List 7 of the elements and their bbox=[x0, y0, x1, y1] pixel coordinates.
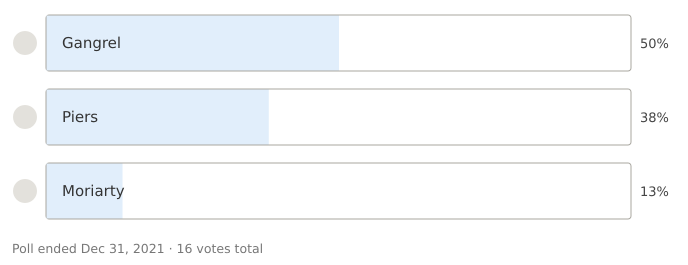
y-tick-label: Piers bbox=[62, 108, 98, 126]
data-label: 13% bbox=[640, 185, 669, 200]
y-tick-label: Moriarty bbox=[62, 182, 125, 200]
data-label: 38% bbox=[640, 111, 669, 126]
text: Poll ended Dec 31, 2021 · 16 votes total bbox=[12, 241, 264, 256]
data-label: 50% bbox=[640, 37, 669, 52]
y-tick-label: Gangrel bbox=[62, 34, 122, 52]
